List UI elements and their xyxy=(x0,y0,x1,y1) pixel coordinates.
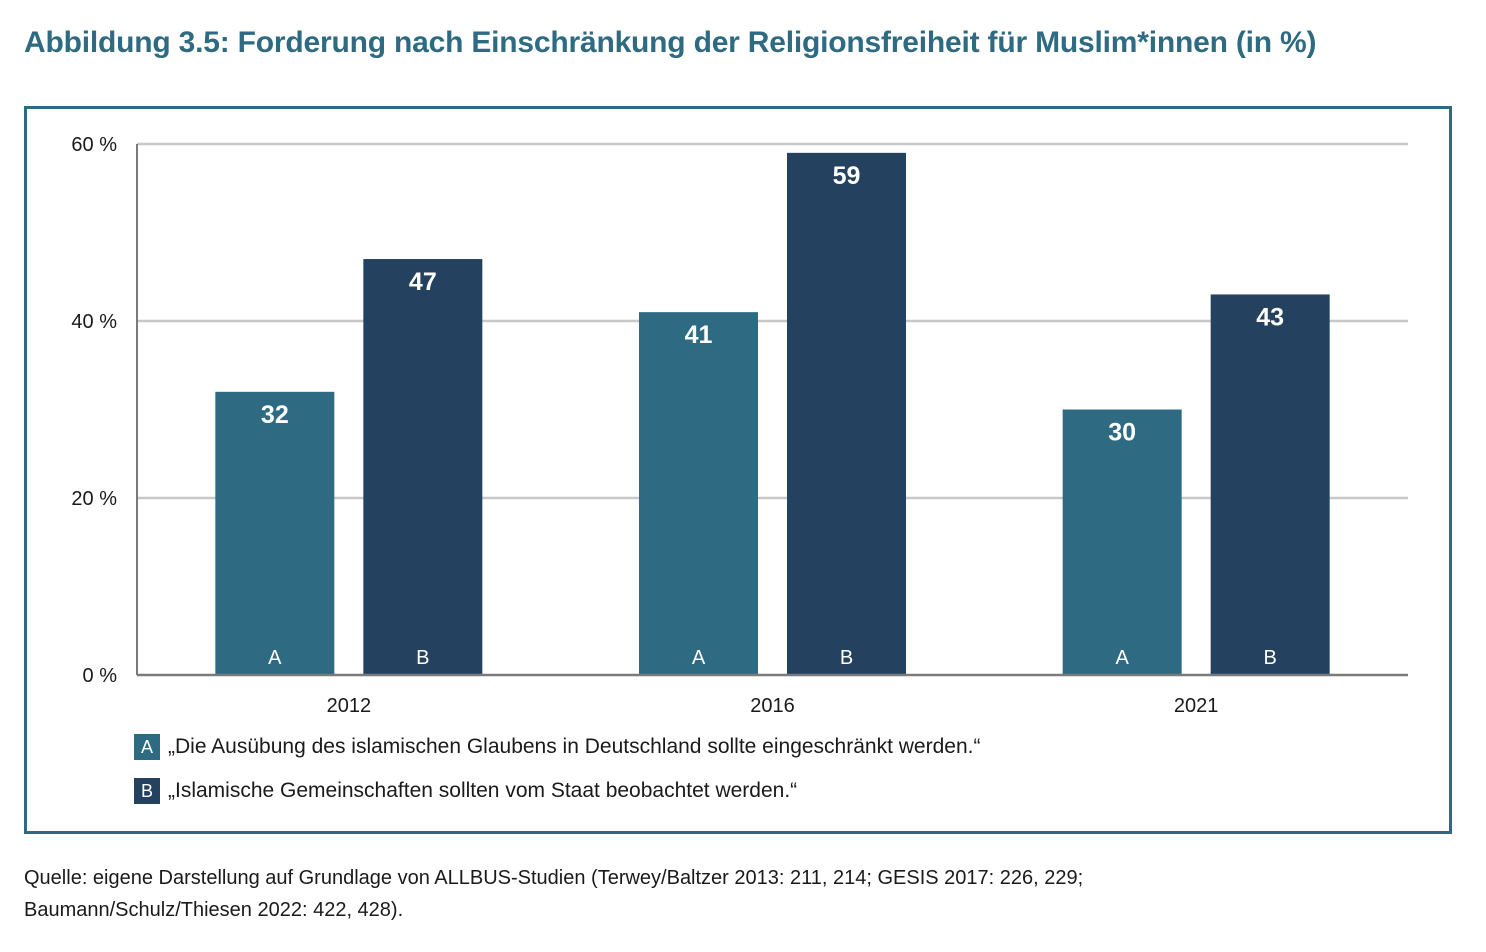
legend-text-a: „Die Ausübung des islamischen Glaubens i… xyxy=(168,735,981,758)
grid-layer xyxy=(136,142,1408,675)
chart-title: Abbildung 3.5: Forderung nach Einschränk… xyxy=(24,26,1317,59)
bar-series-label: B xyxy=(416,647,429,669)
bar-value-label: 59 xyxy=(833,162,861,190)
y-tick-label: 20 % xyxy=(71,488,117,510)
legend-text-b: „Islamische Gemeinschaften sollten vom S… xyxy=(168,779,798,802)
bar-value-label: 43 xyxy=(1256,303,1284,331)
legend-swatch-a: A xyxy=(134,734,160,760)
source-note: Quelle: eigene Darstellung auf Grundlage… xyxy=(24,862,1324,926)
source-line-2: Baumann/Schulz/Thiesen 2022: 422, 428). xyxy=(24,899,404,921)
bar-value-label: 32 xyxy=(261,401,289,429)
bar-value-label: 47 xyxy=(409,268,437,296)
bar-a-2012 xyxy=(215,391,335,675)
y-tick-label: 0 % xyxy=(83,665,118,687)
label-layer: 0 % 20 % 40 % 60 % 32 A 47 B 2012 41 A 59 B 2016 30 A 43… xyxy=(71,134,1408,717)
bar-layer xyxy=(215,152,1330,676)
bar-value-label: 41 xyxy=(685,321,713,349)
bar-a-2016 xyxy=(639,312,758,675)
chart-frame xyxy=(24,106,1452,834)
legend-item-a: A „Die Ausübung des islamischen Glaubens… xyxy=(134,734,980,760)
bar-series-label: A xyxy=(692,647,706,669)
bar-value-label: 30 xyxy=(1108,419,1136,447)
y-tick-label: 60 % xyxy=(71,134,117,156)
bar-series-label: B xyxy=(1263,647,1276,669)
x-tick-label: 2016 xyxy=(750,695,795,717)
bar-series-label: A xyxy=(268,647,282,669)
bar-b-2016 xyxy=(787,152,906,676)
bar-series-label: A xyxy=(1115,647,1129,669)
bar-a-2021 xyxy=(1062,409,1182,675)
x-tick-label: 2021 xyxy=(1174,695,1219,717)
x-tick-label: 2012 xyxy=(327,695,372,717)
legend-swatch-b: B xyxy=(134,778,160,804)
bar-series-label: B xyxy=(840,647,853,669)
source-line-1: Quelle: eigene Darstellung auf Grundlage… xyxy=(24,867,1084,889)
bar-b-2021 xyxy=(1210,294,1330,675)
bar-b-2012 xyxy=(363,259,483,675)
legend-item-b: B „Islamische Gemeinschaften sollten vom… xyxy=(134,778,797,804)
y-tick-label: 40 % xyxy=(71,311,117,333)
